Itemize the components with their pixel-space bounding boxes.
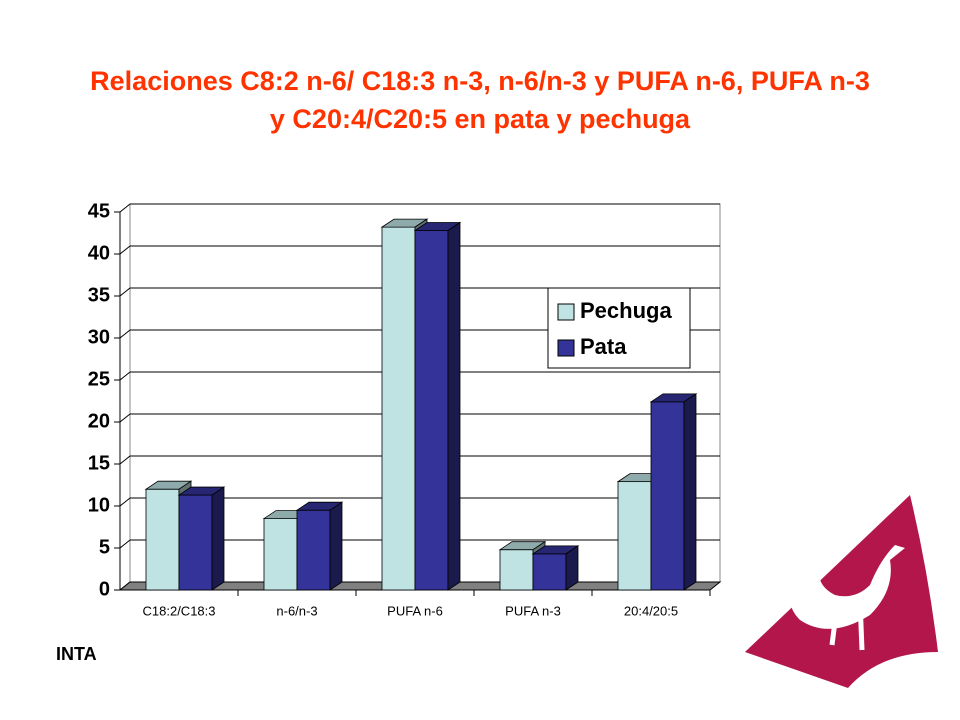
x-tick-label: C18:2/C18:3	[143, 603, 216, 618]
y-tick-label: 0	[99, 578, 110, 600]
bar	[145, 488, 180, 591]
bar	[263, 518, 298, 591]
bar-side	[565, 545, 579, 591]
grid-line-side	[119, 413, 131, 423]
y-tick-label: 25	[88, 368, 110, 390]
x-tick-label: 20:4/20:5	[624, 603, 678, 618]
bar-side	[447, 221, 461, 591]
y-tick-label: 35	[88, 284, 110, 306]
grid-line-side	[119, 203, 131, 213]
bar	[296, 509, 331, 591]
bar	[532, 553, 567, 591]
y-tick-label: 15	[88, 452, 110, 474]
bar-side	[329, 501, 343, 591]
legend-label: Pechuga	[580, 298, 672, 323]
x-tick-label: PUFA n-3	[505, 603, 561, 618]
bar-side	[211, 486, 225, 591]
chart-title: Relaciones C8:2 n-6/ C18:3 n-3, n-6/n-3 …	[90, 66, 870, 134]
bar	[499, 549, 534, 591]
x-tick-label: n-6/n-3	[276, 603, 317, 618]
logo-rooster	[790, 545, 905, 629]
grid-line-side	[119, 455, 131, 465]
y-tick-label: 30	[88, 326, 110, 348]
y-tick-label: 5	[99, 536, 110, 558]
bar	[381, 226, 416, 591]
bar	[178, 494, 213, 591]
logo-wedge	[745, 495, 938, 688]
footer-text: INTA	[56, 644, 97, 664]
legend-label: Pata	[580, 334, 627, 359]
bar	[414, 230, 449, 591]
y-tick-label: 45	[88, 200, 110, 222]
logo-legs	[829, 597, 865, 651]
grid-line-side	[119, 497, 131, 507]
y-tick-label: 20	[88, 410, 110, 432]
bar	[617, 481, 652, 591]
logo	[745, 495, 938, 688]
legend-swatch	[557, 339, 575, 357]
grid-line-side	[119, 329, 131, 339]
x-tick-label: PUFA n-6	[387, 603, 443, 618]
y-tick-label: 10	[88, 494, 110, 516]
grid-line-side	[119, 371, 131, 381]
bar	[650, 401, 685, 591]
bar-side	[683, 393, 697, 591]
grid-line-side	[119, 287, 131, 297]
grid-line-side	[119, 539, 131, 549]
grid-line-side	[119, 245, 131, 255]
legend-swatch	[557, 303, 575, 321]
y-tick-label: 40	[88, 242, 110, 264]
